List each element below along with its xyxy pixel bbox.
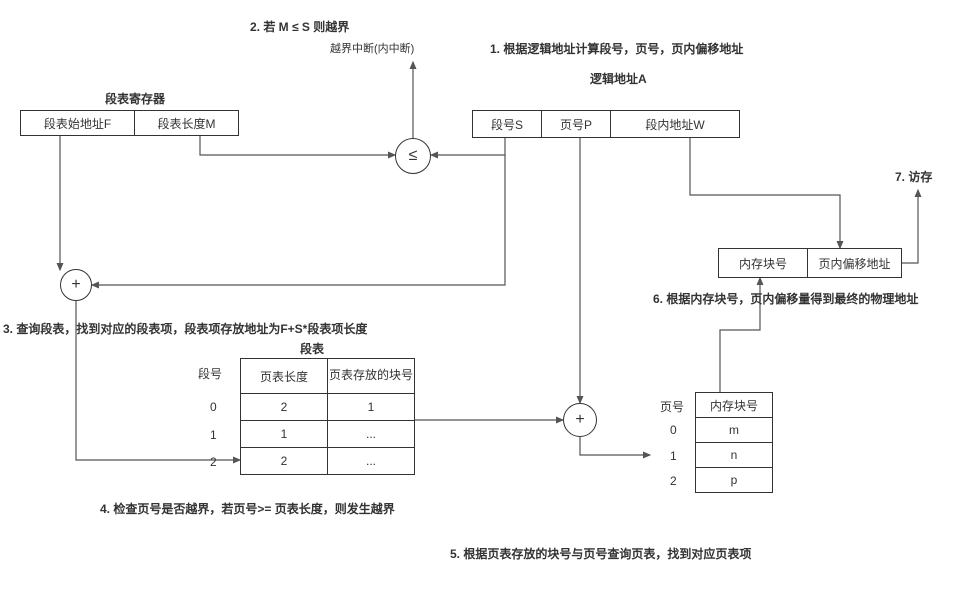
page-table-idx0: 0 xyxy=(670,423,677,437)
seg-table-h1: 页表存放的块号 xyxy=(327,358,415,394)
seg-table-r0c1: 1 xyxy=(327,393,415,421)
step2-title: 2. 若 M ≤ S 则越界 xyxy=(250,18,349,35)
page-table-r2: p xyxy=(695,467,773,493)
logical-field-P: 页号P xyxy=(541,110,611,138)
step3-title: 3. 查询段表，找到对应的段表项，段表项存放地址为F+S*段表项长度 xyxy=(3,320,367,337)
page-table-idx2: 2 xyxy=(670,474,677,488)
comparator: ≤ xyxy=(395,138,431,174)
page-table-idx1: 1 xyxy=(670,449,677,463)
step1-title: 1. 根据逻辑地址计算段号，页号，页内偏移地址 xyxy=(490,40,743,57)
seg-table-r2c0: 2 xyxy=(240,447,328,475)
step2-sub: 越界中断(内中断) xyxy=(330,40,414,56)
step6-title: 6. 根据内存块号，页内偏移量得到最终的物理地址 xyxy=(653,290,918,307)
page-table-h0: 内存块号 xyxy=(695,392,773,418)
seg-table-r0c0: 2 xyxy=(240,393,328,421)
step7-title: 7. 访存 xyxy=(895,168,932,185)
logical-addr-title: 逻辑地址A xyxy=(590,70,647,87)
seg-reg-field-F: 段表始地址F xyxy=(20,110,135,136)
page-table-r1: n xyxy=(695,442,773,468)
phys-field-offset: 页内偏移地址 xyxy=(807,248,902,278)
step5-title: 5. 根据页表存放的块号与页号查询页表，找到对应页表项 xyxy=(450,545,751,562)
step4-title: 4. 检查页号是否越界，若页号>= 页表长度，则发生越界 xyxy=(100,500,395,517)
logical-field-S: 段号S xyxy=(472,110,542,138)
seg-table-idx0: 0 xyxy=(210,400,217,414)
seg-table-title: 段表 xyxy=(300,340,324,357)
phys-field-block: 内存块号 xyxy=(718,248,808,278)
seg-table-rowlabel: 段号 xyxy=(198,365,222,382)
seg-table-r2c1: ... xyxy=(327,447,415,475)
seg-table-r1c0: 1 xyxy=(240,420,328,448)
page-table-rowlabel: 页号 xyxy=(660,398,684,415)
seg-reg-field-M: 段表长度M xyxy=(134,110,239,136)
seg-register-title: 段表寄存器 xyxy=(105,90,165,107)
seg-table-r1c1: ... xyxy=(327,420,415,448)
seg-table-h0: 页表长度 xyxy=(240,358,328,394)
page-table-r0: m xyxy=(695,417,773,443)
adder1: + xyxy=(60,269,92,301)
adder2: + xyxy=(563,403,597,437)
logical-field-W: 段内地址W xyxy=(610,110,740,138)
seg-table-idx2: 2 xyxy=(210,455,217,469)
seg-table-idx1: 1 xyxy=(210,428,217,442)
